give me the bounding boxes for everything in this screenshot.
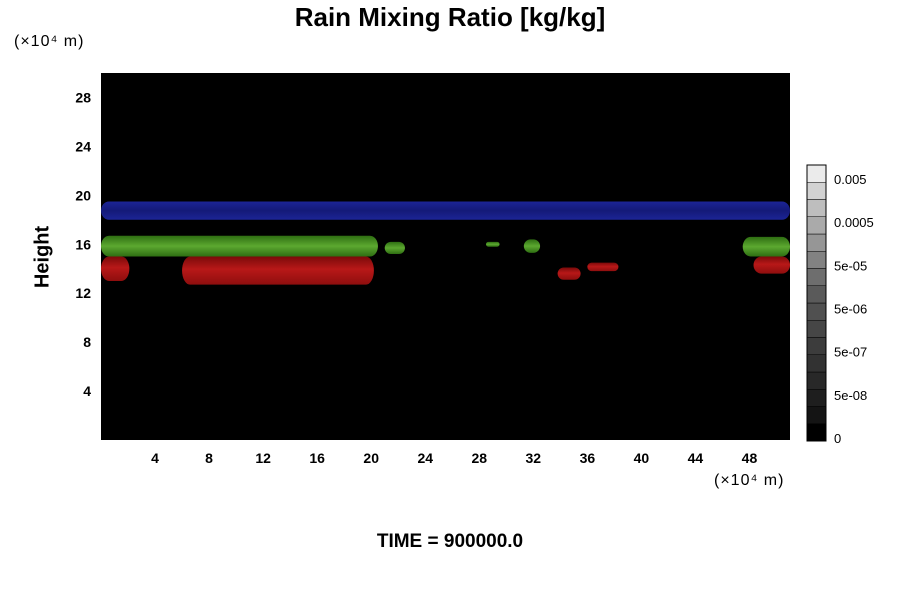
y-tick-label: 28 bbox=[75, 89, 91, 105]
colorbar-label: 0.0005 bbox=[834, 215, 874, 230]
data-region bbox=[753, 256, 790, 274]
data-region bbox=[587, 262, 619, 272]
x-tick-label: 48 bbox=[742, 450, 758, 466]
colorbar-label: 5e-05 bbox=[834, 258, 867, 273]
colorbar-swatch bbox=[806, 354, 827, 373]
chart-title: Rain Mixing Ratio [kg/kg] bbox=[294, 2, 606, 32]
data-region bbox=[557, 267, 581, 280]
data-region bbox=[486, 241, 500, 247]
colorbar-swatch bbox=[806, 285, 827, 304]
data-region bbox=[101, 235, 378, 257]
y-tick-label: 16 bbox=[75, 236, 91, 252]
y-tick-label: 20 bbox=[75, 187, 91, 203]
x-tick-label: 20 bbox=[363, 450, 379, 466]
x-tick-label: 12 bbox=[255, 450, 271, 466]
colorbar-swatch bbox=[806, 251, 827, 269]
y-tick-label: 8 bbox=[83, 334, 91, 350]
data-region bbox=[384, 241, 405, 255]
y-unit-label: (×10⁴ m) bbox=[14, 33, 85, 50]
colorbar-label: 0.005 bbox=[834, 172, 867, 187]
colorbar-swatch bbox=[806, 302, 827, 321]
x-unit-label: (×10⁴ m) bbox=[714, 472, 785, 489]
x-tick-label: 44 bbox=[688, 450, 704, 466]
colorbar-label: 5e-06 bbox=[834, 302, 867, 317]
colorbar-swatch bbox=[806, 182, 827, 200]
colorbar-swatch bbox=[806, 216, 827, 235]
x-tick-label: 24 bbox=[417, 450, 433, 466]
colorbar-swatch bbox=[806, 320, 827, 338]
y-tick-label: 24 bbox=[75, 138, 91, 154]
data-region bbox=[101, 201, 790, 220]
colorbar-swatch bbox=[806, 268, 827, 286]
colorbar: 0.005 0.0005 5e-05 5e-06 5e-07 5e-08 0 bbox=[806, 164, 874, 446]
time-label: TIME = 900000.0 bbox=[376, 531, 524, 552]
x-tick-label: 40 bbox=[634, 450, 650, 466]
colorbar-swatch bbox=[806, 337, 827, 355]
x-tick-label: 4 bbox=[151, 450, 159, 466]
colorbar-label: 0 bbox=[834, 431, 841, 446]
colorbar-label: 5e-08 bbox=[834, 388, 867, 403]
data-region bbox=[182, 256, 374, 285]
colorbar-swatch bbox=[806, 199, 827, 217]
y-tick-label: 4 bbox=[83, 383, 91, 399]
colorbar-swatch bbox=[806, 423, 827, 442]
x-tick-label: 36 bbox=[580, 450, 596, 466]
x-tick-label: 16 bbox=[309, 450, 325, 466]
data-region bbox=[523, 239, 541, 253]
data-region bbox=[101, 256, 130, 281]
data-region bbox=[742, 236, 790, 257]
x-tick-label: 28 bbox=[471, 450, 487, 466]
colorbar-swatch bbox=[806, 371, 827, 390]
colorbar-swatch bbox=[806, 164, 827, 183]
colorbar-frame bbox=[806, 164, 827, 442]
colorbar-swatch bbox=[806, 389, 827, 407]
colorbar-label: 5e-07 bbox=[834, 345, 867, 360]
x-tick-label: 32 bbox=[526, 450, 542, 466]
colorbar-swatch bbox=[806, 406, 827, 424]
y-tick-label: 12 bbox=[75, 285, 91, 301]
x-tick-label: 8 bbox=[205, 450, 213, 466]
colorbar-swatch bbox=[806, 233, 827, 252]
